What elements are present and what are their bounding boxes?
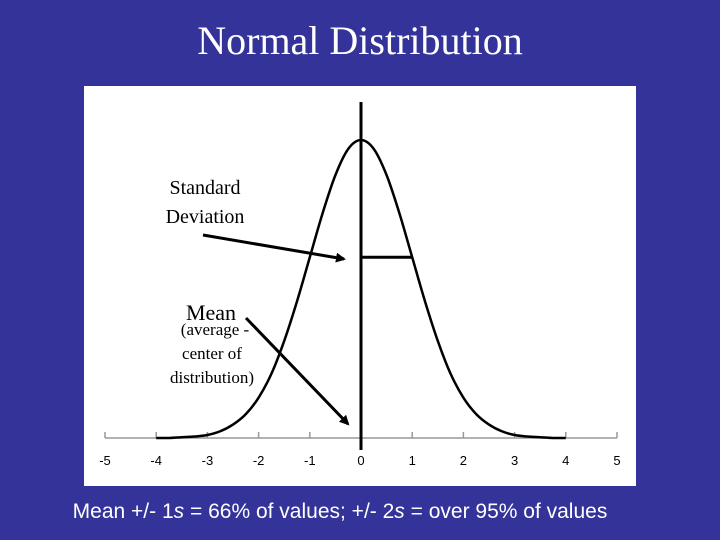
caption-part: s	[394, 500, 405, 523]
x-tick-label: -1	[304, 453, 316, 468]
caption-part: = 66% of values; +/- 2	[184, 500, 394, 523]
x-tick-label: 5	[613, 453, 620, 468]
arrow	[244, 316, 350, 426]
annotation: Deviation	[166, 206, 245, 228]
caption-part: = over 95% of values	[405, 500, 608, 523]
annotation: center of	[182, 344, 242, 363]
x-tick-label: -3	[202, 453, 214, 468]
x-tick-label: 4	[562, 453, 569, 468]
x-tick-label: -5	[99, 453, 111, 468]
x-tick-label: -2	[253, 453, 265, 468]
x-tick-label: 0	[357, 453, 364, 468]
plot: -5 -4 -3 -2 -1 0 1 2 3 4 5	[99, 102, 621, 468]
x-tick-label: -4	[150, 453, 162, 468]
annotation: Mean	[186, 300, 236, 325]
caption-part: s	[174, 500, 185, 523]
x-tick-label: 1	[409, 453, 416, 468]
x-tick-label: 3	[511, 453, 518, 468]
caption-part: Mean +/- 1	[73, 500, 174, 523]
annotation: Standard	[169, 177, 240, 199]
annotation: (average -	[181, 320, 250, 339]
arrow	[202, 233, 346, 263]
x-tick-label: 2	[460, 453, 467, 468]
annotation: distribution)	[170, 368, 254, 387]
caption: Mean +/- 1s = 66% of values; +/- 2s = ov…	[73, 500, 608, 523]
slide-title: Normal Distribution	[197, 18, 523, 63]
